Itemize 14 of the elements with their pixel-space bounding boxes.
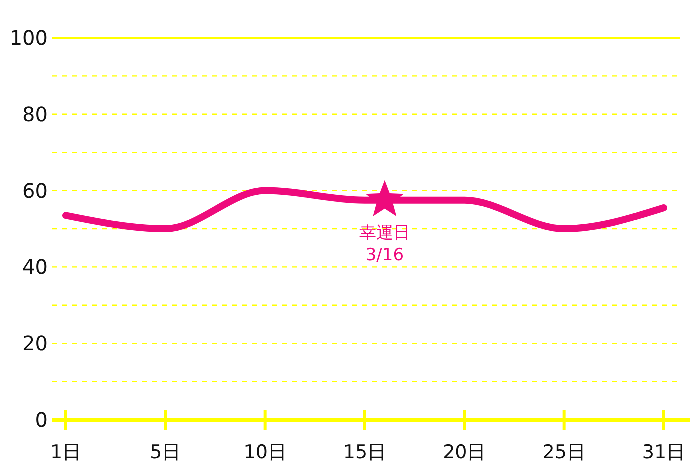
y-tick-label: 100: [10, 26, 48, 50]
y-tick-label: 60: [22, 178, 48, 203]
x-tick-label: 1日: [50, 442, 82, 464]
x-tick-label: 10日: [244, 442, 287, 464]
x-tick-label: 15日: [343, 442, 387, 464]
y-tick-label: 0: [35, 408, 48, 432]
y-tick-label: 40: [22, 255, 48, 280]
x-tick-label: 31日: [642, 442, 686, 464]
x-tick-label: 20日: [443, 442, 486, 464]
x-tick-label: 25日: [542, 442, 586, 464]
y-tick-label: 80: [22, 102, 48, 126]
x-tick-label: 5日: [150, 442, 182, 464]
y-tick-label: 20: [22, 332, 48, 356]
annotation: 幸運日 3/16: [359, 223, 410, 266]
